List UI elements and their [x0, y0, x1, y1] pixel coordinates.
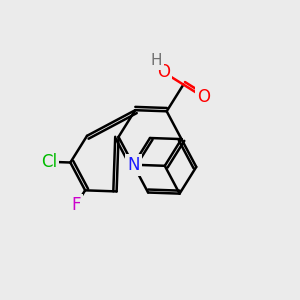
Text: N: N: [127, 156, 140, 174]
Text: O: O: [157, 63, 170, 81]
Text: Cl: Cl: [41, 153, 57, 171]
Text: F: F: [71, 196, 81, 214]
Text: H: H: [151, 53, 162, 68]
Text: O: O: [197, 88, 210, 106]
